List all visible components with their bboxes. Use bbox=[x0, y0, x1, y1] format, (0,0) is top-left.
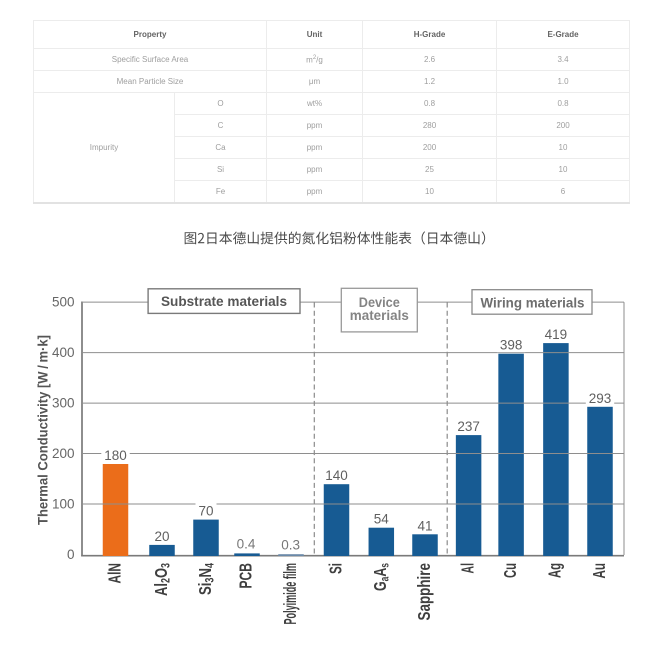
svg-text:GaAs: GaAs bbox=[371, 563, 392, 591]
svg-text:Polyimide film: Polyimide film bbox=[281, 563, 300, 625]
svg-text:398: 398 bbox=[500, 338, 523, 353]
svg-text:0: 0 bbox=[67, 547, 75, 562]
svg-text:Si3N4: Si3N4 bbox=[196, 563, 217, 595]
svg-text:Wiring materials: Wiring materials bbox=[481, 296, 585, 311]
svg-text:100: 100 bbox=[52, 497, 75, 512]
svg-text:Sapphire: Sapphire bbox=[415, 563, 434, 621]
svg-text:AlN: AlN bbox=[106, 563, 125, 584]
svg-text:293: 293 bbox=[589, 391, 612, 406]
svg-text:0.4: 0.4 bbox=[237, 537, 256, 552]
svg-text:Ag: Ag bbox=[546, 563, 565, 578]
svg-text:300: 300 bbox=[52, 396, 75, 411]
svg-text:PCB: PCB bbox=[237, 563, 256, 589]
svg-text:Device: Device bbox=[359, 295, 400, 310]
svg-text:500: 500 bbox=[52, 295, 75, 310]
svg-text:200: 200 bbox=[52, 446, 75, 461]
svg-text:materials: materials bbox=[350, 308, 409, 323]
svg-text:54: 54 bbox=[374, 512, 390, 527]
svg-text:Thermal Conductivity [W / m·k]: Thermal Conductivity [W / m·k] bbox=[36, 335, 51, 525]
svg-text:0.3: 0.3 bbox=[281, 538, 300, 553]
svg-text:Si: Si bbox=[327, 563, 346, 574]
svg-text:180: 180 bbox=[104, 448, 127, 463]
svg-text:237: 237 bbox=[457, 419, 480, 434]
svg-text:41: 41 bbox=[417, 518, 432, 533]
svg-text:Al2O3: Al2O3 bbox=[152, 563, 173, 596]
svg-text:140: 140 bbox=[325, 468, 348, 483]
svg-text:Al: Al bbox=[459, 563, 478, 574]
svg-text:Substrate materials: Substrate materials bbox=[161, 294, 287, 309]
svg-text:Au: Au bbox=[590, 563, 609, 579]
svg-text:Cu: Cu bbox=[501, 563, 520, 578]
svg-text:70: 70 bbox=[198, 504, 213, 519]
svg-text:419: 419 bbox=[545, 327, 568, 342]
svg-text:20: 20 bbox=[154, 529, 169, 544]
svg-text:400: 400 bbox=[52, 345, 75, 360]
